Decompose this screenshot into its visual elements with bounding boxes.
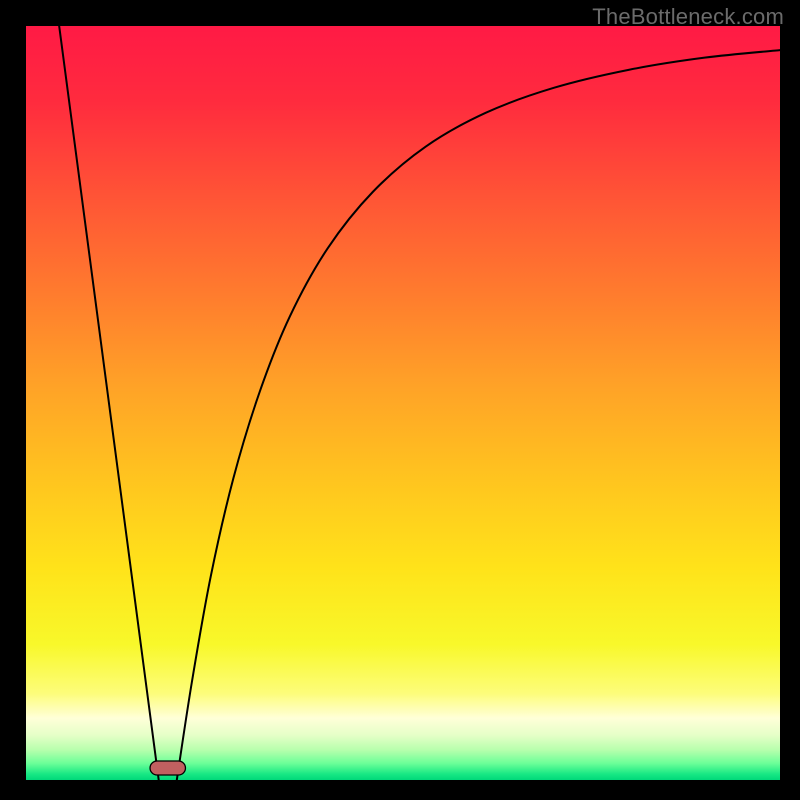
bottleneck-chart-container: TheBottleneck.com — [0, 0, 800, 800]
bottleneck-chart-svg — [0, 0, 800, 800]
bottleneck-notch-marker — [150, 761, 185, 775]
chart-plot-area — [26, 26, 780, 780]
